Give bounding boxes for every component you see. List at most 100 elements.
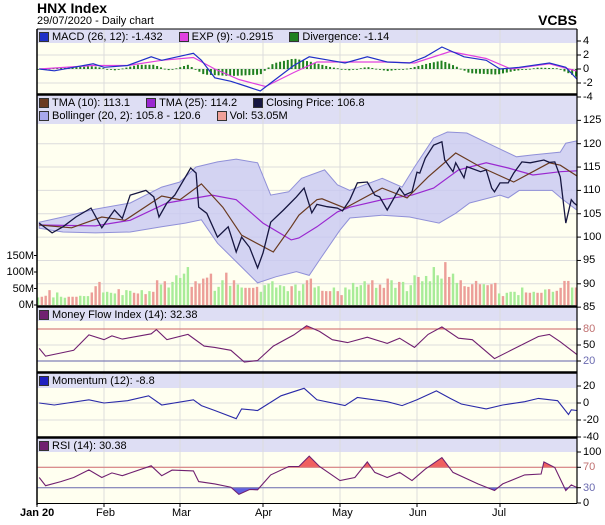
momentum-tick-label: -20: [583, 414, 599, 426]
price-tick-label: 100: [583, 231, 602, 244]
volume-bar: [271, 281, 274, 305]
volume-bar: [67, 296, 70, 305]
divergence-bar: [521, 69, 524, 70]
volume-bar: [467, 286, 470, 305]
divergence-bar: [86, 66, 89, 69]
price-legend-row2: Bollinger (20, 2): 105.8 - 120.6 Vol: 53.…: [39, 109, 288, 123]
legend-swatch: [146, 98, 157, 108]
volume-bar: [255, 286, 259, 305]
divergence-bar: [240, 69, 243, 76]
volume-bar: [574, 287, 578, 305]
divergence-bar: [236, 69, 239, 76]
volume-bar: [152, 291, 155, 305]
legend-swatch: [39, 441, 49, 451]
volume-bar: [471, 284, 474, 305]
macd-tick-label: -4: [583, 91, 593, 103]
divergence-bar: [94, 66, 97, 69]
volume-bar: [378, 284, 382, 305]
divergence-bar: [198, 69, 201, 72]
divergence-bar: [367, 67, 370, 69]
volume-bar: [363, 281, 366, 305]
legend-swatch: [253, 98, 264, 108]
volume-bar: [140, 290, 143, 305]
divergence-bar: [409, 67, 412, 69]
volume-bar: [451, 273, 455, 305]
volume-bar: [494, 282, 497, 305]
volume-bar: [459, 280, 462, 305]
volume-bar: [559, 287, 562, 305]
divergence-bar: [563, 69, 566, 72]
divergence-bar: [159, 67, 162, 69]
legend-swatch: [39, 32, 49, 42]
volume-bar: [513, 291, 516, 305]
volume-bar: [228, 285, 232, 305]
divergence-bar: [440, 60, 443, 69]
divergence-bar: [467, 69, 470, 73]
volume-bar: [248, 287, 251, 305]
volume-bar: [478, 284, 482, 305]
legend-swatch: [39, 98, 49, 108]
volume-bar: [428, 281, 432, 305]
divergence-bar: [279, 61, 282, 69]
volume-bar: [432, 267, 436, 305]
volume-bar: [355, 286, 359, 305]
macd-tick-label: 4: [583, 35, 590, 47]
divergence-bar: [482, 69, 485, 74]
divergence-bar: [417, 65, 420, 69]
price-legend-item: Bollinger (20, 2): 105.8 - 120.6: [39, 110, 201, 122]
volume-bar: [325, 291, 328, 305]
divergence-bar: [540, 67, 543, 69]
divergence-bar: [256, 69, 259, 75]
legend-swatch: [216, 111, 227, 121]
divergence-bar: [548, 67, 551, 69]
volume-bar: [563, 280, 566, 305]
divergence-bar: [190, 67, 193, 69]
volume-bar: [52, 297, 55, 305]
divergence-bar: [471, 69, 474, 74]
divergence-bar: [229, 69, 232, 76]
legend-label: Bollinger (20, 2): 105.8 - 120.6: [52, 110, 201, 122]
volume-bar: [290, 286, 293, 305]
volume-bar: [213, 290, 216, 305]
volume-bar: [59, 296, 63, 305]
closing-price-line: [38, 140, 578, 270]
rsi-line: [38, 455, 578, 496]
divergence-bar: [110, 69, 113, 70]
x-axis-label: Jan 20: [20, 507, 55, 519]
volume-bar: [113, 293, 117, 305]
volume-bar: [202, 278, 205, 305]
volume-bar: [567, 280, 570, 305]
volume-bar: [125, 290, 128, 305]
volume-bar: [482, 284, 485, 305]
volume-bar: [301, 284, 305, 305]
volume-tick-label: 100M: [6, 266, 34, 278]
divergence-bar: [133, 65, 136, 69]
volume-bar: [232, 280, 236, 305]
divergence-bar: [325, 65, 328, 69]
price-tick-label: 105: [583, 207, 602, 220]
volume-bar: [171, 281, 174, 305]
divergence-bar: [232, 69, 235, 76]
volume-bar: [332, 287, 336, 305]
volume-bar: [409, 285, 412, 305]
volume-bar: [455, 282, 459, 305]
volume-bar: [298, 290, 301, 305]
divergence-bar: [225, 69, 228, 76]
divergence-bar: [413, 66, 416, 69]
price-tick-label: 120: [583, 137, 602, 150]
volume-bar: [505, 292, 509, 305]
volume-bar: [398, 281, 401, 305]
divergence-bar: [498, 69, 501, 75]
macd-legend-item: EXP (9): -0.2915: [178, 31, 273, 43]
macd-tick-label: -2: [583, 77, 593, 89]
volume-bar: [221, 280, 224, 305]
divergence-bar: [402, 69, 405, 70]
volume-bar: [63, 297, 67, 305]
price-legend-item: TMA (10): 113.1: [39, 97, 130, 109]
volume-bar: [501, 296, 505, 305]
divergence-bar: [509, 69, 512, 72]
macd-legend-band: [37, 29, 577, 43]
mfi-tick-label: 20: [583, 355, 596, 367]
tma25-line: [39, 162, 577, 241]
